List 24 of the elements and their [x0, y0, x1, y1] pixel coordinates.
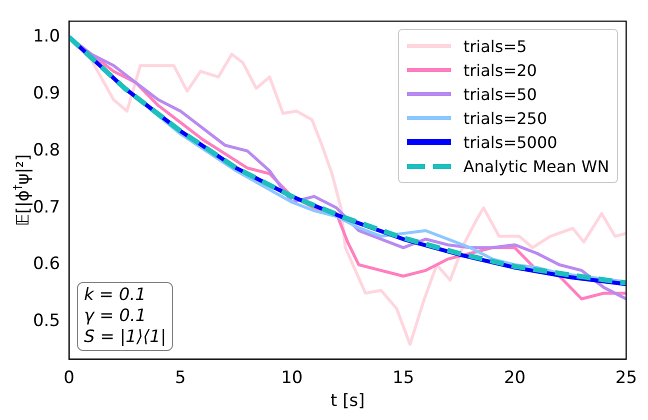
legend-label: trials=50: [463, 84, 537, 104]
x-tick-label: 5: [175, 368, 186, 388]
x-tick-label: 0: [64, 368, 74, 388]
legend-label: Analytic Mean WN: [463, 156, 610, 176]
legend-label: trials=5000: [463, 132, 558, 152]
x-axis-title: t [s]: [330, 391, 365, 412]
legend-label: trials=5: [463, 36, 527, 56]
y-tick-label: 0.8: [32, 140, 60, 160]
y-tick-label: 0.6: [32, 254, 60, 274]
x-tick-label: 10: [281, 368, 303, 388]
annotation: γ = 0.1: [84, 306, 148, 328]
y-tick-label: 1.0: [32, 26, 60, 47]
annotation: S = |1⟩⟨1|: [84, 327, 166, 348]
x-tick-label: 15: [392, 368, 414, 388]
legend-label: trials=250: [463, 108, 548, 128]
legend-label: trials=20: [463, 60, 537, 80]
x-tick-label: 25: [615, 368, 638, 388]
y-tick-label: 0.7: [32, 197, 60, 218]
annotation: k = 0.1: [84, 285, 147, 306]
y-axis-title: 𝔼[|ϕ†ψ|²]: [10, 154, 34, 226]
parameter-box: k = 0.1 γ = 0.1 S = |1⟩⟨1|: [77, 282, 174, 352]
x-tick-label: 20: [504, 368, 526, 388]
y-tick-label: 0.9: [32, 83, 60, 104]
y-tick-label: 0.5: [32, 311, 60, 332]
